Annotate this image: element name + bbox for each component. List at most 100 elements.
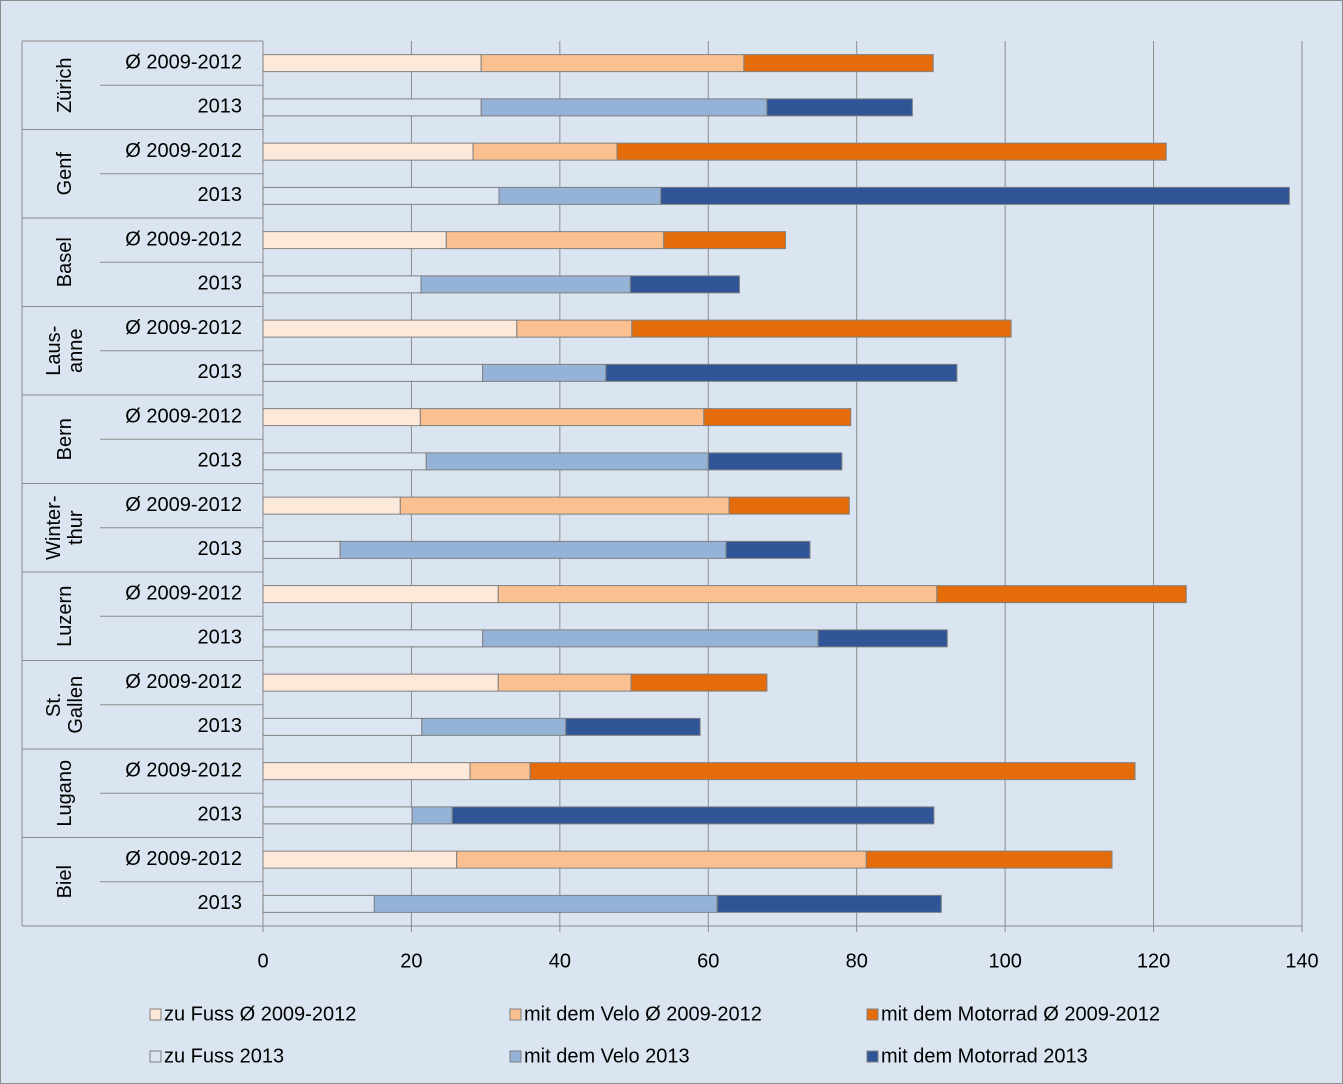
bar-segment [262, 186, 500, 205]
bar-segment [262, 673, 499, 692]
group-label-line: Lugano [54, 760, 76, 827]
group-label-line: anne [65, 329, 87, 374]
bar-segment [497, 585, 938, 604]
legend-label: zu Fuss Ø 2009-2012 [164, 1003, 356, 1025]
y-tick-label: 2013 [198, 361, 243, 383]
x-tick-label: 0 [257, 950, 268, 972]
bar-segment [262, 275, 422, 294]
bar-segment [616, 142, 1167, 161]
bar-segment [630, 673, 768, 692]
bar-segment [565, 717, 701, 736]
legend-label: mit dem Velo Ø 2009-2012 [524, 1003, 762, 1025]
bar-segment [420, 275, 631, 294]
bar-segment [716, 894, 942, 913]
bar-segment [262, 363, 484, 382]
y-tick-label: 2013 [198, 273, 243, 295]
group-label-line: Winter- [43, 496, 65, 560]
bar-segment [262, 894, 375, 913]
group-label: Zürich [54, 57, 76, 113]
y-tick-label: Ø 2009-2012 [125, 671, 242, 693]
bar-segment [262, 717, 423, 736]
bar-segment [936, 585, 1187, 604]
y-tick-label: Ø 2009-2012 [125, 228, 242, 250]
bar-segment [482, 363, 607, 382]
x-tick-label: 40 [549, 950, 571, 972]
group-label-line: Luzern [54, 586, 76, 647]
bar-segment [411, 806, 453, 825]
group-label-line: Bern [54, 418, 76, 460]
bar-segment [262, 452, 427, 471]
y-tick-label: Ø 2009-2012 [125, 759, 242, 781]
bar-segment [262, 762, 471, 781]
group-label: Biel [54, 865, 76, 898]
group-label-line: Basel [54, 237, 76, 287]
bar-segment [498, 186, 662, 205]
group-label: Bern [54, 418, 76, 460]
x-tick-label: 140 [1285, 950, 1318, 972]
bar-segment [482, 629, 819, 648]
bar-segment [728, 496, 850, 515]
bar-segment [605, 363, 958, 382]
legend-label: zu Fuss 2013 [164, 1045, 284, 1067]
legend-label: mit dem Velo 2013 [524, 1045, 690, 1067]
bar-segment [766, 98, 913, 117]
group-label-line: Biel [54, 865, 76, 898]
bar-segment [262, 319, 518, 338]
bar-segment [262, 98, 482, 117]
bar-segment [865, 850, 1113, 869]
bar-segment [663, 231, 786, 250]
bar-segment [660, 186, 1290, 205]
group-label: St.Gallen [43, 676, 87, 734]
y-tick-label: Ø 2009-2012 [125, 51, 242, 73]
bar-segment [262, 408, 421, 427]
y-tick-label: 2013 [198, 450, 243, 472]
x-tick-label: 120 [1137, 950, 1170, 972]
y-tick-label: Ø 2009-2012 [125, 494, 242, 516]
bar-segment [419, 408, 705, 427]
legend-swatch [149, 1008, 162, 1021]
y-tick-label: Ø 2009-2012 [125, 140, 242, 162]
bar-segment [262, 496, 401, 515]
y-tick-label: Ø 2009-2012 [125, 582, 242, 604]
y-tick-label: 2013 [198, 96, 243, 118]
bar-segment [262, 850, 458, 869]
y-tick-label: Ø 2009-2012 [125, 848, 242, 870]
bar-segment [725, 540, 811, 559]
group-label-line: Zürich [54, 57, 76, 113]
group-label-line: Genf [54, 152, 76, 196]
legend-swatch [149, 1050, 162, 1063]
bar-segment [817, 629, 948, 648]
group-label: Lugano [54, 760, 76, 827]
bar-segment [425, 452, 709, 471]
group-label: Genf [54, 152, 76, 196]
bar-segment [456, 850, 867, 869]
bar-segment [399, 496, 730, 515]
bar-segment [451, 806, 935, 825]
bar-segment [707, 452, 843, 471]
legend-label: mit dem Motorrad 2013 [881, 1045, 1088, 1067]
bar-segment [516, 319, 633, 338]
y-tick-label: Ø 2009-2012 [125, 405, 242, 427]
legend-swatch [866, 1050, 879, 1063]
legend-swatch [866, 1008, 879, 1021]
group-label: Laus-anne [43, 326, 87, 376]
group-label: Luzern [54, 586, 76, 647]
bar-segment [743, 54, 934, 73]
bar-segment [262, 806, 413, 825]
bar-segment [373, 894, 718, 913]
group-label-line: thur [65, 510, 87, 545]
y-tick-label: 2013 [198, 538, 243, 560]
x-tick-label: 100 [988, 950, 1021, 972]
bar-segment [262, 585, 499, 604]
bar-segment [262, 629, 484, 648]
x-tick-label: 80 [846, 950, 868, 972]
y-tick-label: 2013 [198, 184, 243, 206]
y-tick-label: 2013 [198, 892, 243, 914]
bar-segment [262, 142, 474, 161]
y-tick-label: 2013 [198, 715, 243, 737]
bar-segment [629, 275, 740, 294]
group-label: Winter-thur [43, 496, 87, 560]
bar-segment [421, 717, 567, 736]
bar-segment [529, 762, 1136, 781]
